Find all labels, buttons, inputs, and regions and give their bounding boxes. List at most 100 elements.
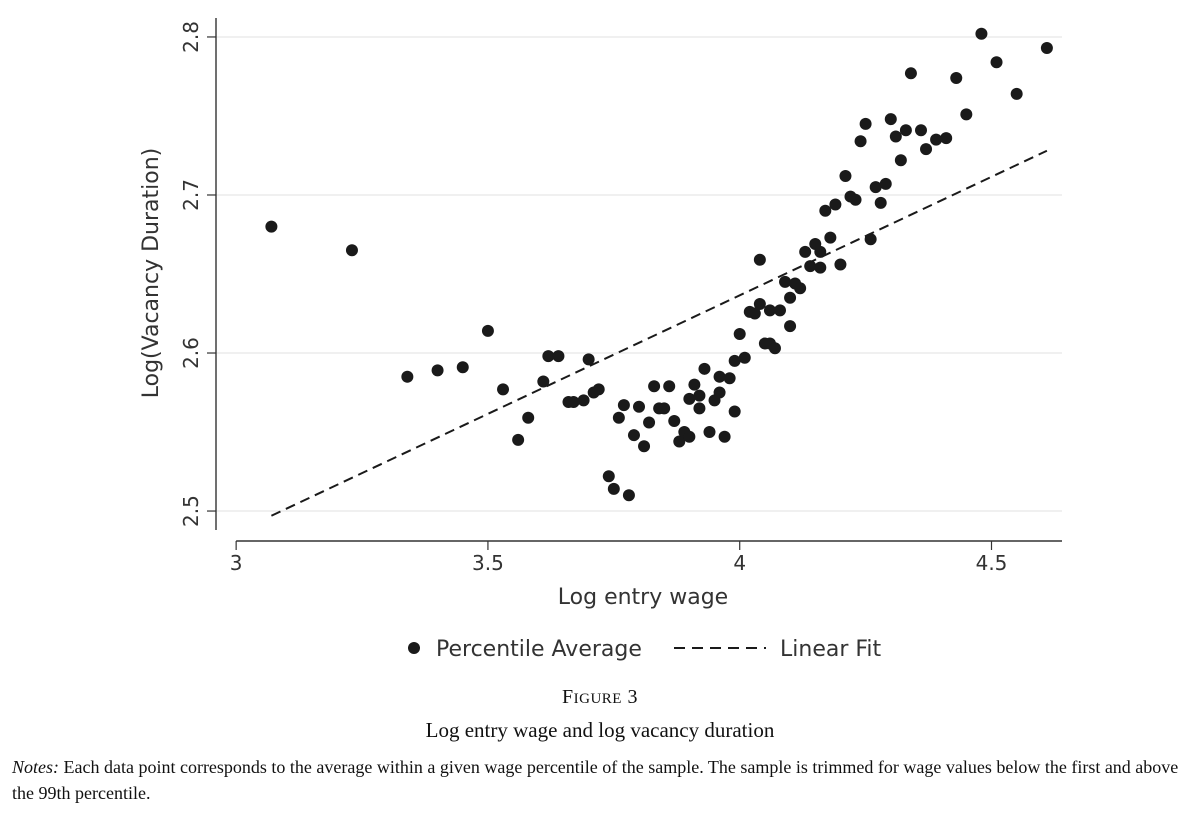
y-tick-label-3: 2.8 (179, 21, 203, 53)
data-point-84 (894, 154, 907, 167)
data-point-71 (829, 198, 842, 211)
data-point-11 (552, 350, 565, 363)
data-point-20 (612, 411, 625, 424)
axes: 2.5 2.6 2.7 2.8 3 3.5 4 4.5 (179, 18, 1062, 575)
data-point-93 (975, 27, 988, 40)
data-point-82 (884, 113, 897, 126)
data-point-96 (1040, 42, 1053, 55)
data-point-60 (784, 320, 797, 333)
y-tick-label-2: 2.7 (179, 179, 203, 211)
data-point-83 (889, 130, 902, 143)
x-tick-label-2: 4 (733, 551, 746, 575)
data-point-6 (497, 383, 510, 396)
data-point-38 (693, 402, 706, 415)
data-points (265, 27, 1053, 502)
legend-marker-percentile-average (408, 642, 420, 654)
data-point-79 (869, 181, 882, 194)
data-point-26 (643, 416, 656, 429)
data-point-36 (688, 378, 701, 391)
data-point-24 (633, 400, 645, 413)
data-point-59 (779, 275, 792, 288)
data-point-10 (542, 350, 555, 363)
figure-label: FIGURE 3 (0, 686, 1200, 709)
figure-label-initial: F (562, 686, 574, 708)
data-point-90 (940, 132, 953, 145)
data-point-22 (622, 489, 635, 502)
data-point-39 (698, 362, 711, 375)
data-point-89 (930, 133, 943, 146)
data-point-19 (607, 482, 620, 495)
data-point-53 (753, 298, 766, 311)
data-point-92 (960, 108, 973, 121)
data-point-65 (804, 260, 817, 273)
linear-fit-layer (270, 149, 1048, 517)
notes-text: Each data point corresponds to the avera… (12, 757, 1179, 803)
data-point-21 (617, 399, 630, 412)
x-axis-title: Log entry wage (558, 585, 728, 610)
linear-fit-line (270, 149, 1048, 517)
data-point-73 (839, 170, 852, 183)
data-point-76 (854, 135, 867, 148)
data-point-23 (627, 429, 640, 442)
data-point-9 (537, 375, 550, 388)
data-point-52 (753, 253, 766, 266)
data-point-13 (567, 396, 580, 408)
data-point-77 (859, 117, 872, 130)
data-point-8 (522, 411, 535, 424)
y-tick-label-1: 2.6 (179, 337, 203, 369)
data-point-85 (899, 124, 912, 137)
data-point-5 (481, 324, 494, 337)
data-point-47 (728, 354, 741, 367)
data-point-64 (799, 245, 812, 258)
scatter-chart: 2.5 2.6 2.7 2.8 3 3.5 4 4.5 Log entry wage Log(… (139, 18, 1062, 662)
data-point-86 (904, 67, 917, 80)
data-point-88 (920, 143, 933, 156)
data-point-75 (849, 193, 862, 206)
notes-label: Notes: (12, 757, 59, 777)
data-point-78 (864, 233, 877, 246)
data-point-30 (663, 380, 676, 393)
data-point-18 (602, 470, 615, 483)
data-point-15 (582, 353, 595, 366)
data-point-17 (592, 383, 605, 396)
data-point-95 (1010, 87, 1023, 100)
data-point-63 (794, 282, 807, 295)
data-point-44 (718, 430, 731, 443)
data-point-49 (738, 351, 751, 364)
legend-label-percentile-average: Percentile Average (436, 637, 642, 662)
data-point-46 (728, 405, 741, 418)
data-point-80 (874, 196, 887, 209)
data-point-0 (265, 220, 278, 233)
data-point-3 (431, 364, 444, 377)
data-point-40 (703, 426, 716, 439)
data-point-27 (648, 380, 661, 393)
data-point-69 (819, 204, 832, 217)
figure-label-rest: IGURE (573, 691, 622, 707)
data-point-67 (814, 245, 827, 258)
figure-title: Log entry wage and log vacancy duration (425, 718, 775, 742)
data-point-68 (814, 261, 827, 274)
data-point-14 (577, 394, 590, 407)
data-point-56 (763, 304, 776, 317)
data-point-31 (668, 414, 681, 427)
data-point-45 (723, 372, 736, 385)
data-point-94 (990, 56, 1003, 69)
gridlines (216, 36, 1062, 512)
data-point-51 (748, 307, 761, 320)
data-point-61 (784, 291, 797, 304)
x-tick-label-0: 3 (230, 551, 243, 575)
data-point-34 (683, 430, 696, 443)
data-point-2 (401, 370, 414, 383)
data-point-32 (673, 435, 686, 448)
data-point-87 (915, 124, 927, 137)
data-point-72 (834, 258, 847, 271)
data-point-7 (512, 433, 525, 446)
x-tick-label-1: 3.5 (472, 551, 504, 575)
figure-notes: Notes: Each data point corresponds to th… (12, 754, 1192, 806)
data-point-91 (950, 72, 963, 85)
data-point-81 (879, 177, 892, 190)
data-point-1 (345, 244, 358, 257)
data-point-43 (713, 370, 726, 383)
data-point-4 (456, 361, 469, 374)
legend-label-linear-fit: Linear Fit (780, 637, 882, 662)
